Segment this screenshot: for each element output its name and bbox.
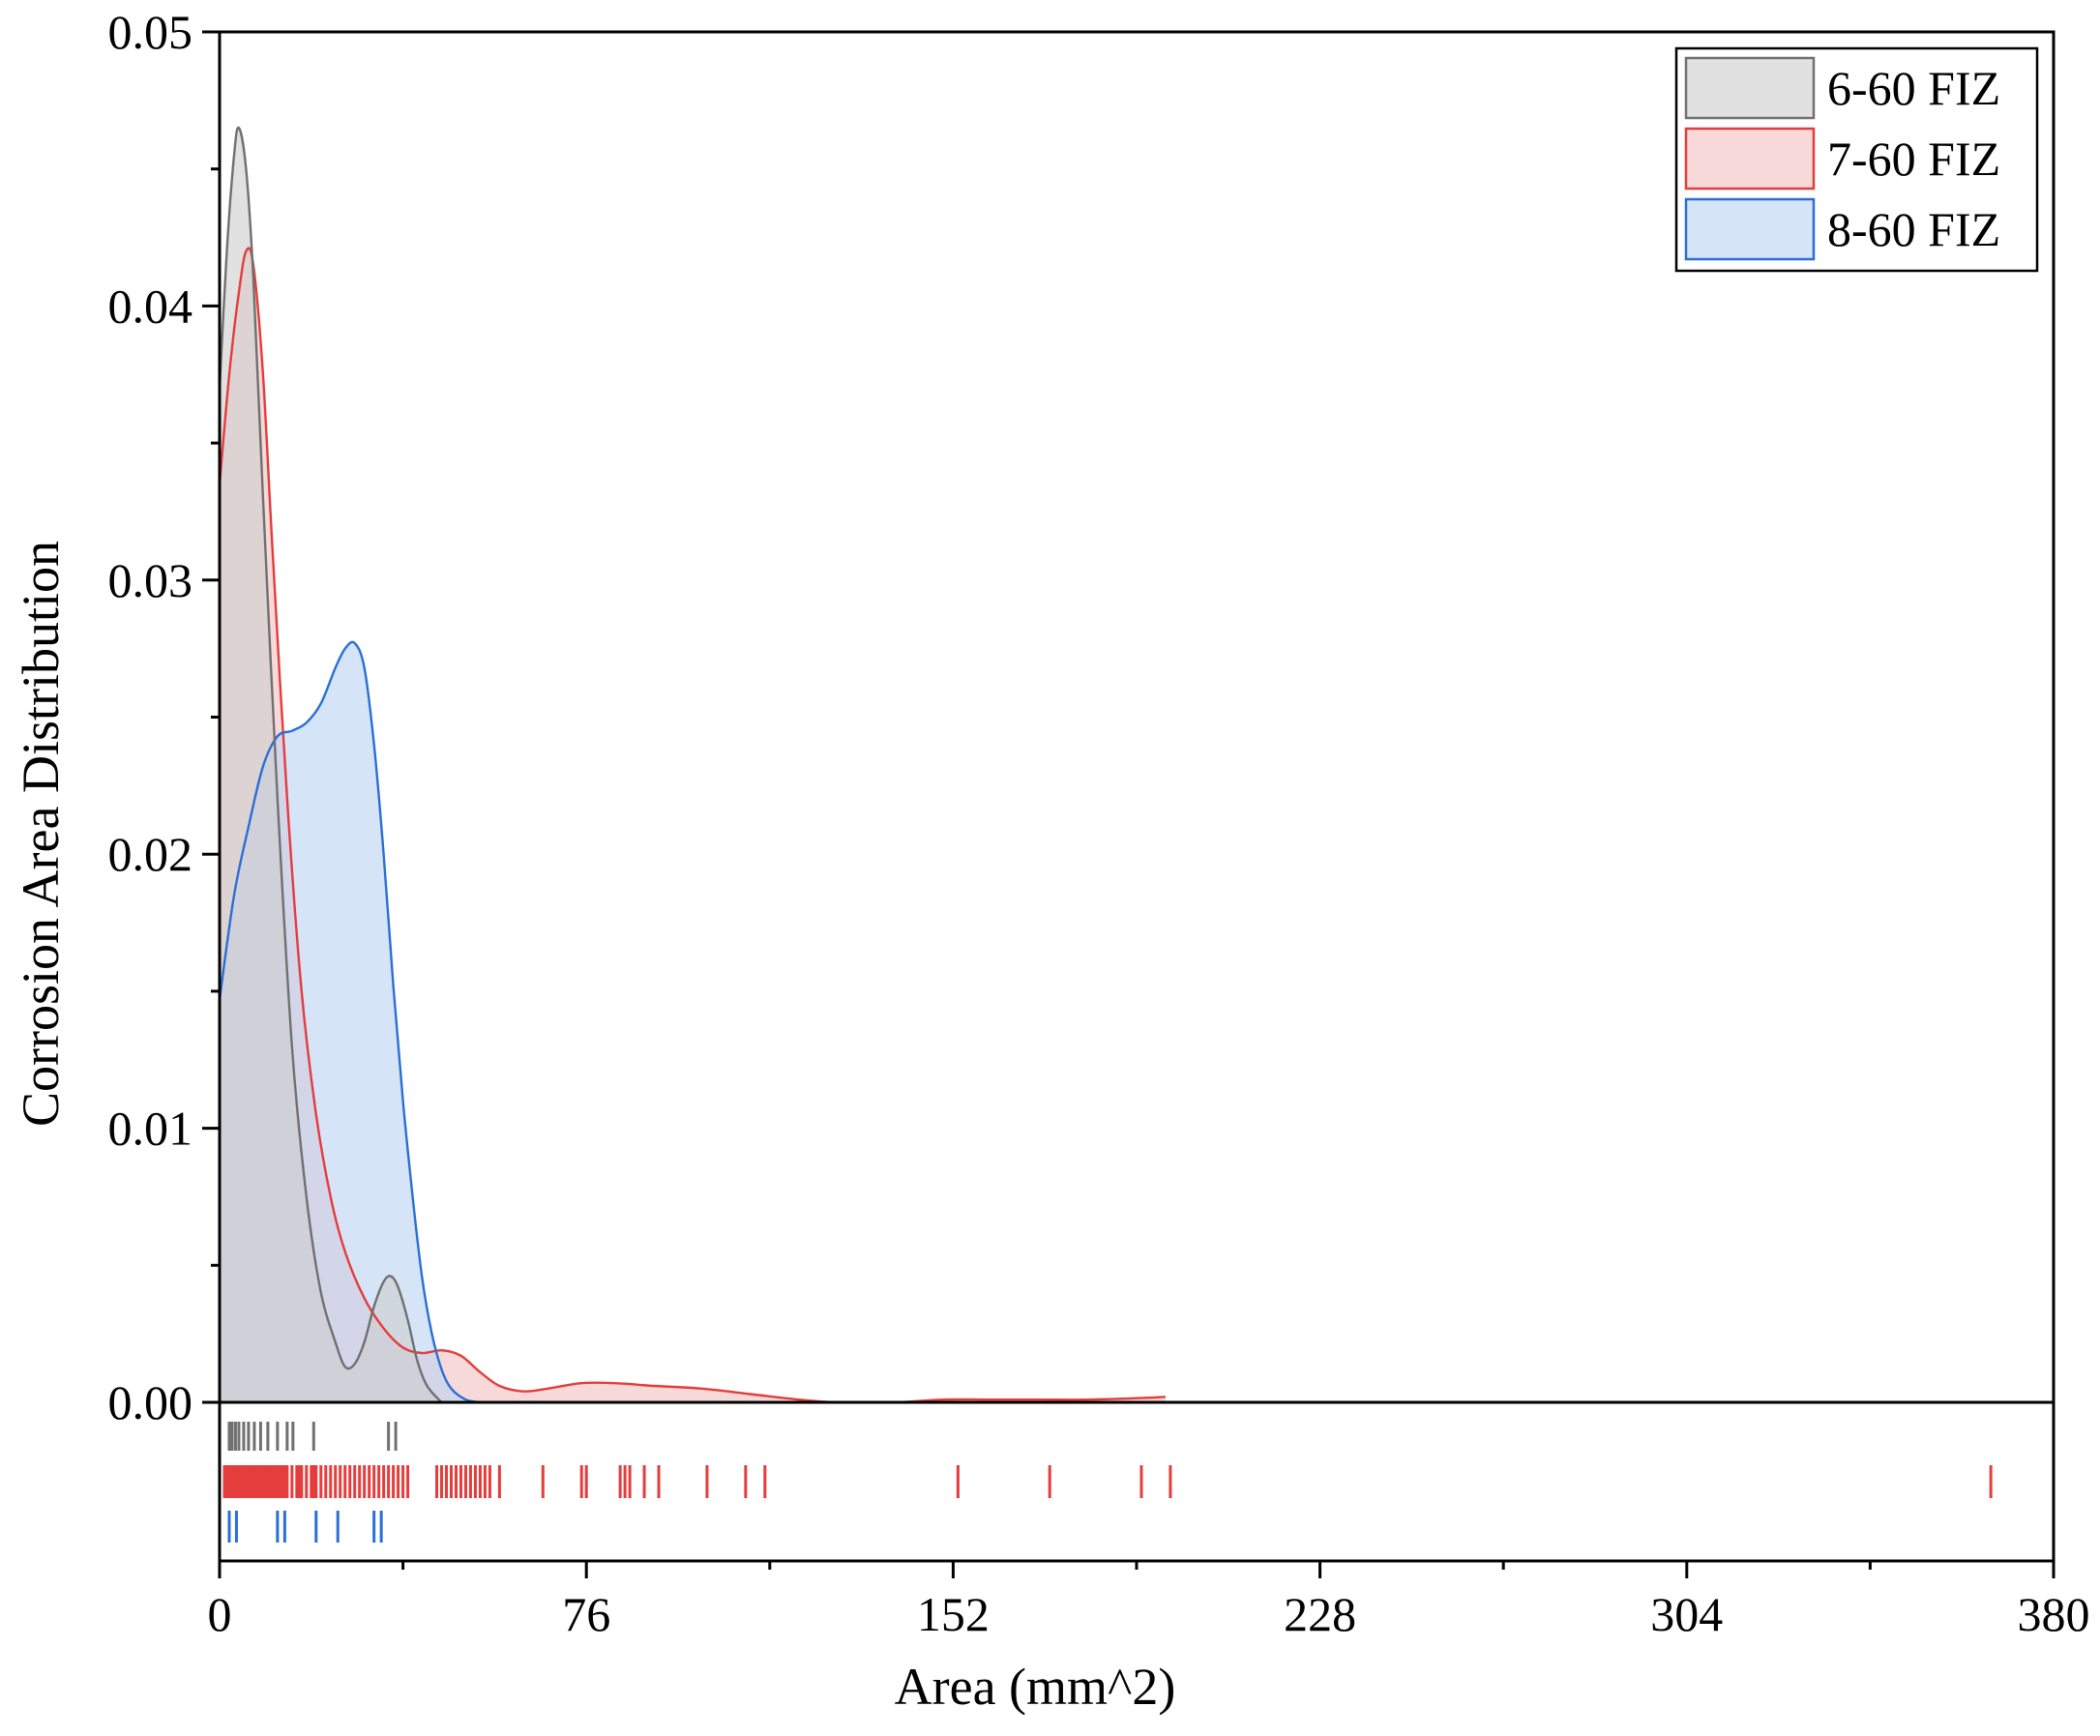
- rug-frame: [218, 1400, 2056, 1563]
- y-tick-label: 0.04: [108, 279, 193, 333]
- density-fills: [220, 127, 1166, 1403]
- x-tick-label: 152: [917, 1587, 990, 1641]
- density-line-2: [218, 640, 481, 1404]
- y-tick-label: 0.01: [108, 1102, 193, 1156]
- y-axis-title: Corrosion Area Distribution: [12, 541, 70, 1127]
- legend-swatch: [1684, 127, 1816, 191]
- x-axis-title: Area (mm^2): [895, 1658, 1176, 1716]
- density-fill-0: [220, 127, 442, 1402]
- y-tick-label: 0.02: [108, 827, 193, 881]
- axes: 0.00 0.01 0.02 0.03 0.04 0.05 0 76 152 228 304 380: [108, 5, 2090, 1641]
- legend-label: 7-60 FIZ: [1827, 132, 2000, 186]
- x-tick-label: 76: [562, 1587, 610, 1641]
- legend: 6-60 FIZ 7-60 FIZ 8-60 FIZ: [1674, 46, 2039, 273]
- density-line-0: [218, 126, 443, 1403]
- rug-marks: [222, 1422, 1993, 1543]
- x-tick-label: 0: [208, 1587, 232, 1641]
- legend-label: 8-60 FIZ: [1827, 202, 2000, 256]
- x-tick-label: 304: [1650, 1587, 1723, 1641]
- legend-swatch: [1684, 56, 1816, 120]
- y-tick-label: 0.00: [108, 1375, 193, 1429]
- legend-label: 6-60 FIZ: [1827, 61, 2000, 115]
- y-tick-label: 0.05: [108, 5, 193, 59]
- x-tick-label: 380: [2018, 1587, 2090, 1641]
- legend-swatch: [1684, 197, 1816, 261]
- y-tick-label: 0.03: [108, 553, 193, 607]
- x-tick-label: 228: [1284, 1587, 1356, 1641]
